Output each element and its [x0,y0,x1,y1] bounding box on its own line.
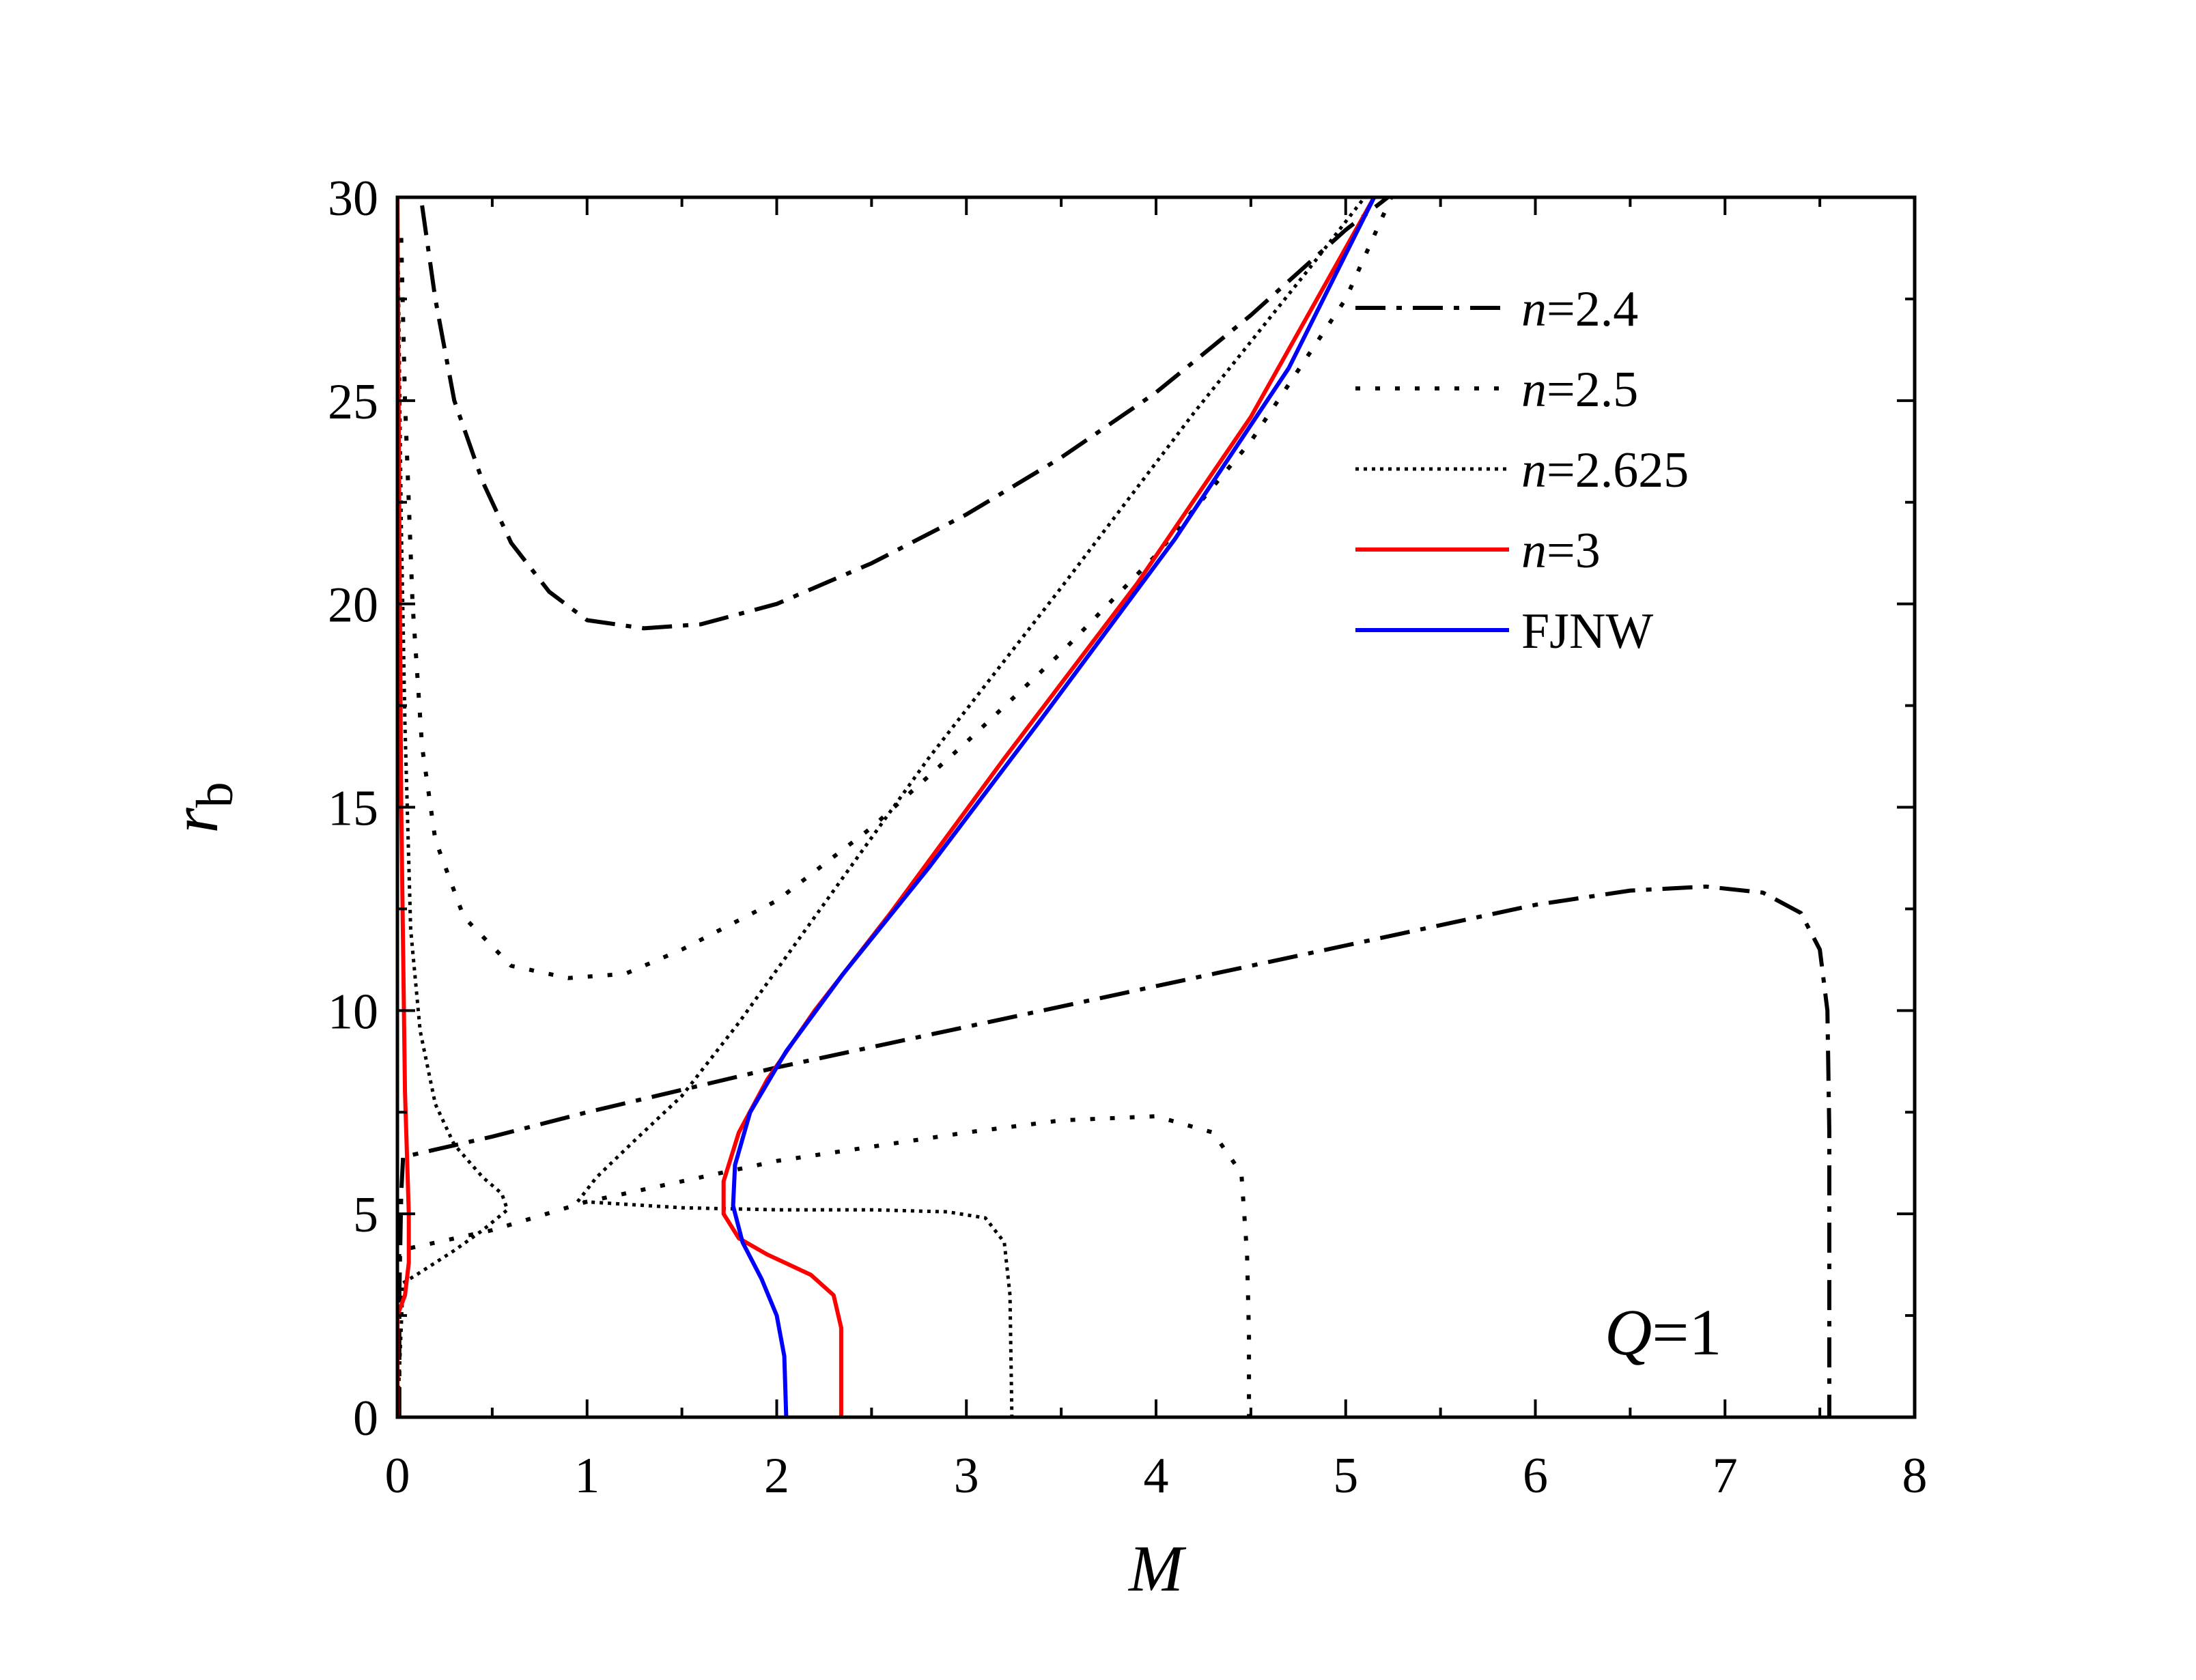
legend-label-eq: FJNW [1521,603,1653,659]
legend-label: n=2.625 [1521,442,1689,498]
legend-label-eq: =2.625 [1547,442,1689,498]
tick-labels: 0 1 2 3 4 5 6 7 8 0 5 10 15 20 25 30 [328,171,1928,1504]
legend-label-var: n [1521,281,1547,337]
y-tick-label: 5 [353,1187,378,1243]
series-line [397,197,509,1417]
y-tick-label: 25 [328,374,378,430]
q-annotation: Q=1 [1605,1296,1721,1369]
legend-label-eq: =2.4 [1547,281,1638,337]
series-line [397,884,1831,1417]
y-axis-title-main: r [158,808,231,834]
legend-item: n=2.625 [1355,442,1689,498]
series-n=2.5 [397,197,1394,1417]
legend-item: n=3 [1355,523,1601,579]
x-tick-label: 1 [574,1448,600,1504]
x-tick-label: 5 [1333,1448,1358,1504]
legend-label: n=3 [1521,523,1601,579]
x-tick-label: 6 [1523,1448,1548,1504]
legend-label: n=2.5 [1521,362,1638,418]
y-tick-label: 15 [328,781,378,837]
x-tick-label: 4 [1144,1448,1169,1504]
legend-item: n=2.5 [1355,362,1638,418]
y-tick-label: 20 [328,578,378,633]
series-FJNW [731,197,1377,1417]
y-tick-label: 10 [328,984,378,1040]
y-tick-label: 0 [353,1391,378,1447]
x-tick-label: 2 [764,1448,789,1504]
plot-frame [395,195,1917,1419]
x-tick-label: 7 [1713,1448,1738,1504]
legend-label-var: n [1521,523,1547,579]
q-annotation-eq: =1 [1652,1296,1721,1369]
series-line [420,197,1392,631]
series-line [721,197,1377,1417]
series-line [583,1199,1014,1417]
svg-text:rb: rb [158,782,244,833]
series-line [397,1114,1252,1417]
y-tick-label: 30 [328,171,378,227]
series-n=2.625 [397,197,1366,1417]
legend-label: n=2.4 [1521,281,1638,337]
legend-label-eq: =2.5 [1547,362,1638,418]
legend-label-var: n [1521,362,1547,418]
y-axis-title-sub: b [186,782,244,808]
q-annotation-var: Q [1605,1296,1652,1369]
x-tick-label: 0 [385,1448,410,1504]
legend-label-eq: =3 [1547,523,1601,579]
legend-label: FJNW [1521,603,1653,659]
series-n=2.4 [397,197,1831,1417]
series-line [576,197,1366,1203]
legend-item: FJNW [1355,603,1653,659]
series-n=3 [397,197,1377,1417]
legend-item: n=2.4 [1355,281,1638,337]
series-line [399,197,1394,980]
ticks-layer [396,196,1916,1419]
x-tick-label: 8 [1902,1448,1928,1504]
x-axis-title: M [1127,1532,1187,1605]
legend-label-var: n [1521,442,1547,498]
series-line [731,197,1377,1417]
x-tick-label: 3 [954,1448,979,1504]
y-axis-title: rb [158,782,244,833]
